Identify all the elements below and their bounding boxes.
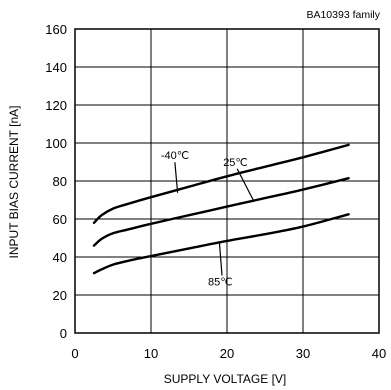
x-tick-label: 40 bbox=[372, 346, 386, 361]
annotation-label: -40℃ bbox=[161, 150, 189, 162]
series-line bbox=[92, 177, 350, 247]
annotation-labels: -40℃ 25℃ 85℃ bbox=[161, 150, 248, 288]
plot-frame bbox=[74, 28, 380, 334]
grid-lines bbox=[75, 29, 379, 333]
y-axis-label: INPUT BIAS CURRENT [nA] bbox=[7, 106, 21, 259]
x-tick-labels: 0 10 20 30 40 bbox=[71, 346, 386, 361]
y-tick-label: 120 bbox=[45, 98, 67, 113]
x-tick-label: 10 bbox=[144, 346, 158, 361]
x-tick-label: 0 bbox=[71, 346, 78, 361]
series-line bbox=[92, 143, 350, 224]
y-tick-labels: 0 20 40 60 80 100 120 140 160 bbox=[45, 22, 67, 341]
y-tick-label: 20 bbox=[53, 288, 67, 303]
family-label: BA10393 family bbox=[306, 9, 380, 21]
y-tick-label: 100 bbox=[45, 136, 67, 151]
x-tick-label: 20 bbox=[220, 346, 234, 361]
y-tick-label: 80 bbox=[53, 174, 67, 189]
annotation-label: 85℃ bbox=[208, 277, 233, 289]
annotation-pointer bbox=[236, 168, 255, 202]
y-tick-label: 140 bbox=[45, 60, 67, 75]
series-line bbox=[92, 213, 350, 275]
y-tick-label: 160 bbox=[45, 22, 67, 37]
annotation-label: 25℃ bbox=[223, 157, 248, 169]
y-tick-label: 60 bbox=[53, 212, 67, 227]
x-axis-label: SUPPLY VOLTAGE [V] bbox=[164, 372, 287, 386]
y-tick-label: 40 bbox=[53, 250, 67, 265]
series-curves bbox=[92, 143, 350, 275]
annotation-pointer bbox=[174, 162, 179, 193]
annotation-pointer bbox=[218, 242, 223, 276]
x-tick-label: 30 bbox=[296, 346, 310, 361]
y-tick-label: 0 bbox=[60, 326, 67, 341]
annotation-pointers bbox=[174, 162, 255, 276]
